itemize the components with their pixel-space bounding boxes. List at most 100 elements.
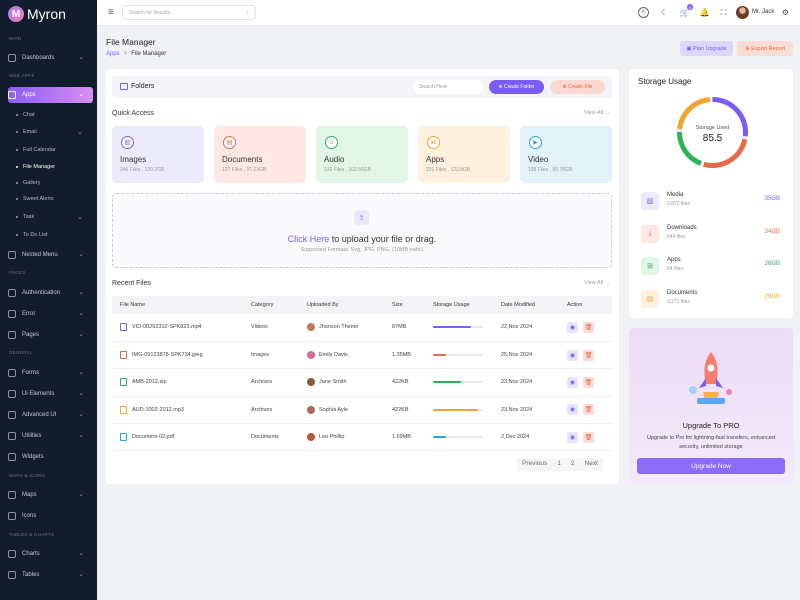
search-input[interactable]: Search for Results... ⌕ [122,5,256,20]
folder-card-audio[interactable]: ♫ Audio 132 Files , 102.56GB [316,126,408,183]
table-row[interactable]: IMG-09123878-SPK734.jpeg Images Emily Da… [112,341,612,370]
storage-usage-fill [433,381,461,384]
folder-name: Apps [426,155,445,164]
view-icon[interactable]: ◉ [567,404,578,416]
pagination-next[interactable]: Next [579,458,603,471]
sidebar-item-pages[interactable]: Pages ⌄ [8,328,93,341]
create-folder-button[interactable]: ⊕ Create Folder [489,80,544,94]
folder-card-video[interactable]: ▶ Video 199 Files , 56.78GB [520,126,612,183]
sidebar-sub-file-manager[interactable]: File Manager [16,162,91,172]
breadcrumb-apps[interactable]: Apps [106,51,120,57]
section-general: GENERAL [9,350,33,355]
upgrade-now-button[interactable]: Upgrade Now [637,458,785,474]
sidebar-item-widgets[interactable]: Widgets [8,450,93,463]
storage-used-label: Storage Used 85.5 [675,125,750,144]
plus-icon: ⊕ [498,84,504,90]
storage-item-documents[interactable]: ▤ Documents 3,271 files 29GB [638,288,783,312]
view-icon[interactable]: ◉ [567,349,578,361]
language-icon[interactable]: Ⓕ [638,7,649,18]
trash-icon[interactable]: 🗑 [583,404,594,416]
sidebar-item-utilities[interactable]: Utilities ⌄ [8,429,93,442]
cell-storage-usage [425,314,493,342]
pro-title: Upgrade To PRO [682,421,740,430]
storage-item-size: 29GB [764,294,780,301]
folder-card-images[interactable]: ▨ Images 246 Files , 120.2GB [112,126,204,183]
upload-click-link[interactable]: Click Here [287,234,330,244]
quick-access-view-all[interactable]: View All → [584,110,611,116]
trash-icon[interactable]: 🗑 [583,321,594,333]
cell-date-modified: 2,Dec 2024 [493,423,559,452]
table-row[interactable]: AUD-1002-2012.mp3 Archives Sophia Ayle 4… [112,396,612,425]
map-icon [8,490,16,499]
folders-header: Folders Search Here ⊕ Create Folder ⊕ Cr… [112,76,612,98]
folder-card-apps[interactable]: ⌘ Apps 231 Files , 123.8GB [418,126,510,183]
table-row[interactable]: Document-02.pdf Documents Leo Phillip 1.… [112,423,612,452]
sidebar-item-authentication[interactable]: Authentication ⌄ [8,286,93,299]
bell-icon[interactable]: 🔔 [699,8,710,17]
sidebar-sub-email[interactable]: Email ⌄ [16,127,91,137]
cell-action: ◉ 🗑 [559,341,612,370]
cell-file-name: VID-00292312-SPK823.mp4 [112,314,243,342]
sidebar-item-ui-elements[interactable]: Ui Elements ⌄ [8,387,93,400]
trash-icon[interactable]: 🗑 [583,376,594,388]
user-name[interactable]: Mr. Jack [752,9,775,15]
create-file-button[interactable]: ⊕ Create File [550,80,605,94]
cloud-decoration [689,386,697,394]
cart-icon[interactable]: 🛒 5 [679,4,693,17]
gear-icon[interactable]: ⚙ [781,8,790,17]
pagination-page-2[interactable]: 2 [565,458,580,471]
fullscreen-icon[interactable]: ⛶ [720,7,727,17]
sidebar-item-advanced-ui[interactable]: Advanced UI ⌄ [8,408,93,421]
sidebar-item-icons[interactable]: Icons [8,509,93,522]
storage-item-downloads[interactable]: ⤓ Downloads 644 files 34GB [638,223,783,247]
menu-toggle-icon[interactable]: ≡ [108,7,114,18]
folder-card-body [214,126,306,183]
trash-icon[interactable]: 🗑 [583,431,594,443]
sidebar-sub-task[interactable]: Task ⌄ [16,212,91,222]
view-icon[interactable]: ◉ [567,431,578,443]
sidebar-sub-sweet-alerts[interactable]: Sweet Alerts [16,194,91,204]
sidebar-sub-gallery[interactable]: Gallery [16,178,91,188]
sidebar-item-apps[interactable]: Apps ⌄ [8,87,93,103]
search-icon: ⌕ [246,9,249,16]
sidebar-sub-chat[interactable]: Chat [16,110,91,120]
view-icon[interactable]: ◉ [567,321,578,333]
sidebar-item-maps[interactable]: Maps ⌄ [8,488,93,501]
sidebar-sub-todo[interactable]: To Do List [16,230,91,240]
storage-item-name: Documents [667,290,698,297]
folder-icon [120,83,128,90]
sidebar-item-nested-menu[interactable]: Nested Menu ⌄ [8,248,93,261]
sidebar-item-error[interactable]: Error ⌄ [8,307,93,320]
cell-uploaded-by: Jane Smith [299,368,384,397]
table-row[interactable]: VID-00292312-SPK823.mp4 Videos Jhonson T… [112,314,612,342]
storage-item-media[interactable]: ▨ Media 2,872 files 35GB [638,190,783,214]
sidebar-sub-full-calendar[interactable]: Full Calendar [16,145,91,155]
trash-icon[interactable]: 🗑 [583,349,594,361]
recent-files-view-all[interactable]: View All → [584,280,611,286]
sidebar-item-charts[interactable]: Charts ⌄ [8,547,93,560]
view-icon[interactable]: ◉ [567,376,578,388]
storage-item-apps[interactable]: ⊞ Apps 64 files 26GB [638,255,783,279]
sidebar-item-dashboards[interactable]: Dashboards ⌄ [8,51,93,64]
table-row[interactable]: AMB-2012.zip Archives Jane Smith 422KB 2… [112,368,612,397]
cell-storage-usage [425,423,493,452]
recent-files-table: File Name Category Uploaded By Size Stor… [112,296,612,452]
breadcrumb-separator: > [123,51,128,57]
pagination-previous[interactable]: Previous [517,458,553,471]
logo[interactable]: M Myron [8,4,66,24]
folder-search-input[interactable]: Search Here [413,80,483,94]
sidebar-item-forms[interactable]: Forms ⌄ [8,366,93,379]
export-report-button[interactable]: ⊕ Export Report [737,41,793,56]
theme-moon-icon[interactable]: ☾ [660,8,669,17]
plan-upgrade-button[interactable]: ▣ Plan Upgrade [680,41,733,56]
storage-item-name: Media [667,192,684,198]
cell-uploaded-by: Sophia Ayle [299,396,384,425]
pagination-page-1[interactable]: 1 [552,458,566,471]
folder-card-body [520,126,612,183]
upload-dropzone[interactable]: ⇪ Click Here to upload your file or drag… [112,193,612,268]
storage-item-count: 64 files [667,266,683,273]
folder-card-documents[interactable]: ▤ Documents 127 Files , 97.23GB [214,126,306,183]
rocket-fin-right [716,378,723,388]
avatar[interactable] [736,6,749,19]
sidebar-item-tables[interactable]: Tables ⌄ [8,568,93,581]
